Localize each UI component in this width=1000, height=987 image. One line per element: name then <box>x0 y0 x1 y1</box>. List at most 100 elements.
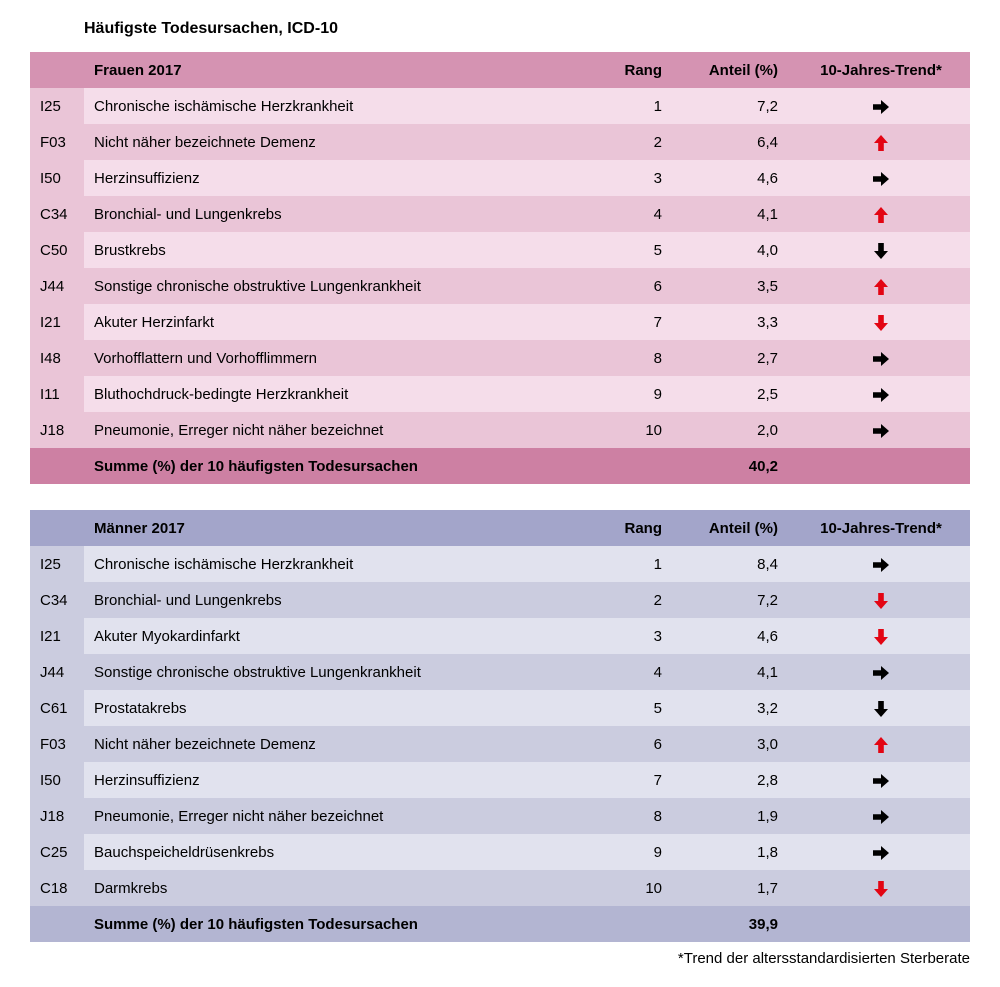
cell-rank: 5 <box>604 232 676 268</box>
cell-name: Vorhofflattern und Vorhofflimmern <box>84 340 604 376</box>
cell-rank: 3 <box>604 618 676 654</box>
cell-trend <box>792 870 970 906</box>
sum-trend <box>792 448 970 484</box>
table-row: C61 Prostatakrebs 5 3,2 <box>30 690 970 726</box>
cell-code: C34 <box>30 582 84 618</box>
table-row: J44 Sonstige chronische obstruktive Lung… <box>30 268 970 304</box>
sum-trend <box>792 906 970 942</box>
cell-name: Bronchial- und Lungenkrebs <box>84 196 604 232</box>
cell-share: 4,0 <box>676 232 792 268</box>
cell-rank: 2 <box>604 124 676 160</box>
table-row: I21 Akuter Myokardinfarkt 3 4,6 <box>30 618 970 654</box>
sum-label: Summe (%) der 10 häufigsten Todesursache… <box>84 906 604 942</box>
table-row: I50 Herzinsuffizienz 7 2,8 <box>30 762 970 798</box>
table-row: J44 Sonstige chronische obstruktive Lung… <box>30 654 970 690</box>
tables-container: Frauen 2017 Rang Anteil (%) 10-Jahres-Tr… <box>30 52 970 942</box>
trend-arrow-icon <box>871 277 891 294</box>
cell-code: J18 <box>30 412 84 448</box>
cell-name: Nicht näher bezeichnete Demenz <box>84 726 604 762</box>
cell-rank: 7 <box>604 762 676 798</box>
trend-arrow-icon <box>871 555 891 572</box>
cell-code: F03 <box>30 124 84 160</box>
trend-arrow-icon <box>871 313 891 330</box>
cell-code: J18 <box>30 798 84 834</box>
cell-share: 4,6 <box>676 618 792 654</box>
cell-name: Akuter Myokardinfarkt <box>84 618 604 654</box>
cell-code: I11 <box>30 376 84 412</box>
header-share: Anteil (%) <box>676 510 792 546</box>
table-row: J18 Pneumonie, Erreger nicht näher bezei… <box>30 798 970 834</box>
sum-code <box>30 448 84 484</box>
cell-share: 4,1 <box>676 654 792 690</box>
cell-rank: 5 <box>604 690 676 726</box>
trend-arrow-icon <box>871 349 891 366</box>
cell-code: F03 <box>30 726 84 762</box>
cell-name: Darmkrebs <box>84 870 604 906</box>
cell-trend <box>792 762 970 798</box>
cell-rank: 1 <box>604 546 676 582</box>
cell-rank: 7 <box>604 304 676 340</box>
header-rank: Rang <box>604 510 676 546</box>
cell-rank: 8 <box>604 798 676 834</box>
trend-arrow-icon <box>871 663 891 680</box>
cell-name: Pneumonie, Erreger nicht näher bezeichne… <box>84 412 604 448</box>
sum-share: 40,2 <box>676 448 792 484</box>
cell-share: 4,6 <box>676 160 792 196</box>
cell-share: 3,5 <box>676 268 792 304</box>
header-row: Männer 2017 Rang Anteil (%) 10-Jahres-Tr… <box>30 510 970 546</box>
data-table: Frauen 2017 Rang Anteil (%) 10-Jahres-Tr… <box>30 52 970 484</box>
sum-share: 39,9 <box>676 906 792 942</box>
cell-share: 2,7 <box>676 340 792 376</box>
trend-arrow-icon <box>871 627 891 644</box>
cell-name: Herzinsuffizienz <box>84 762 604 798</box>
cell-trend <box>792 798 970 834</box>
cell-share: 2,8 <box>676 762 792 798</box>
cell-share: 3,2 <box>676 690 792 726</box>
cell-rank: 4 <box>604 654 676 690</box>
table-row: I50 Herzinsuffizienz 3 4,6 <box>30 160 970 196</box>
cell-trend <box>792 160 970 196</box>
trend-arrow-icon <box>871 133 891 150</box>
header-share: Anteil (%) <box>676 52 792 88</box>
header-code <box>30 510 84 546</box>
cell-trend <box>792 412 970 448</box>
cell-trend <box>792 88 970 124</box>
sum-row: Summe (%) der 10 häufigsten Todesursache… <box>30 906 970 942</box>
cell-code: C34 <box>30 196 84 232</box>
table-row: C25 Bauchspeicheldrüsenkrebs 9 1,8 <box>30 834 970 870</box>
trend-arrow-icon <box>871 771 891 788</box>
cell-name: Herzinsuffizienz <box>84 160 604 196</box>
table-row: F03 Nicht näher bezeichnete Demenz 2 6,4 <box>30 124 970 160</box>
table-pink: Frauen 2017 Rang Anteil (%) 10-Jahres-Tr… <box>30 52 970 484</box>
trend-arrow-icon <box>871 97 891 114</box>
header-trend: 10-Jahres-Trend* <box>792 52 970 88</box>
cell-trend <box>792 726 970 762</box>
sum-rank <box>604 906 676 942</box>
trend-arrow-icon <box>871 843 891 860</box>
cell-trend <box>792 582 970 618</box>
cell-code: J44 <box>30 268 84 304</box>
cell-share: 1,8 <box>676 834 792 870</box>
cell-share: 3,3 <box>676 304 792 340</box>
cell-trend <box>792 376 970 412</box>
cell-share: 7,2 <box>676 88 792 124</box>
cell-rank: 9 <box>604 834 676 870</box>
sum-row: Summe (%) der 10 häufigsten Todesursache… <box>30 448 970 484</box>
header-trend: 10-Jahres-Trend* <box>792 510 970 546</box>
trend-arrow-icon <box>871 735 891 752</box>
cell-name: Akuter Herzinfarkt <box>84 304 604 340</box>
table-row: I25 Chronische ischämische Herzkrankheit… <box>30 88 970 124</box>
cell-rank: 9 <box>604 376 676 412</box>
cell-trend <box>792 618 970 654</box>
cell-code: C61 <box>30 690 84 726</box>
cell-name: Chronische ischämische Herzkrankheit <box>84 546 604 582</box>
cell-code: I50 <box>30 160 84 196</box>
cell-code: I21 <box>30 618 84 654</box>
cell-rank: 6 <box>604 268 676 304</box>
cell-share: 4,1 <box>676 196 792 232</box>
trend-arrow-icon <box>871 879 891 896</box>
cell-trend <box>792 340 970 376</box>
table-row: I21 Akuter Herzinfarkt 7 3,3 <box>30 304 970 340</box>
table-row: I48 Vorhofflattern und Vorhofflimmern 8 … <box>30 340 970 376</box>
cell-name: Bauchspeicheldrüsenkrebs <box>84 834 604 870</box>
